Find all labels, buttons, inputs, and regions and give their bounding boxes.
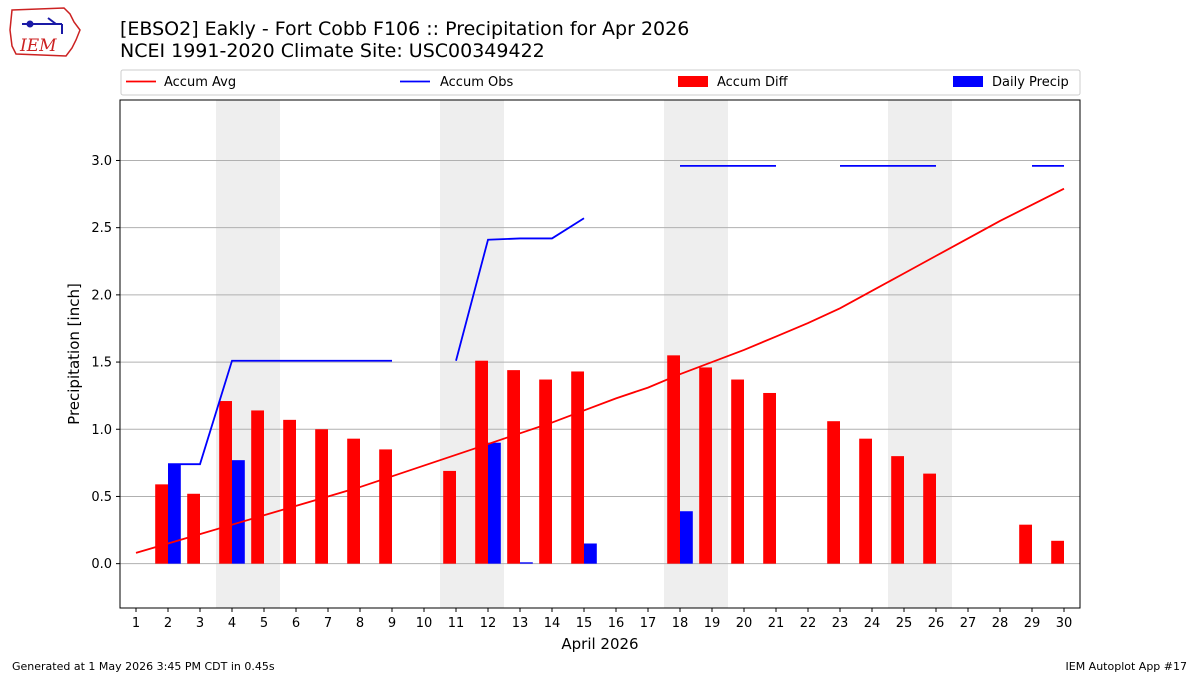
logo-text: IEM bbox=[19, 36, 57, 56]
xtick-label-17: 17 bbox=[640, 616, 657, 631]
accum-obs-line-segment-2 bbox=[455, 217, 585, 361]
xtick-label-21: 21 bbox=[768, 616, 785, 631]
legend-label-accum-avg: Accum Avg bbox=[164, 75, 236, 90]
daily-precip-bar-day-4 bbox=[232, 460, 245, 564]
xtick-label-3: 3 bbox=[196, 616, 204, 631]
xtick-label-5: 5 bbox=[260, 616, 268, 631]
weather-station-icon bbox=[22, 17, 63, 34]
accum-diff-bar-day-6 bbox=[283, 419, 296, 564]
accumulation-lines bbox=[135, 164, 1065, 554]
legend-swatch-daily-precip bbox=[953, 76, 983, 87]
accum-diff-bar-day-23 bbox=[827, 421, 840, 564]
legend-item-accum-diff: Accum Diff bbox=[678, 75, 789, 90]
xtick-label-24: 24 bbox=[864, 616, 881, 631]
accum-diff-bar-day-8 bbox=[347, 438, 360, 564]
legend-label-accum-diff: Accum Diff bbox=[717, 75, 789, 90]
accum-diff-bar-day-2 bbox=[155, 484, 168, 564]
xtick-label-6: 6 bbox=[292, 616, 300, 631]
legend: Accum Avg Accum Obs Accum Diff Daily Pre… bbox=[120, 69, 1081, 96]
plot-frame bbox=[119, 99, 1081, 609]
iowa-outline-icon bbox=[9, 7, 81, 57]
iem-logo: IEM bbox=[9, 7, 81, 57]
accum-diff-bar-day-11 bbox=[443, 470, 456, 564]
daily-precip-bar-day-18 bbox=[680, 511, 693, 564]
accum-diff-bar-day-29 bbox=[1019, 524, 1032, 564]
accum-diff-bar-day-5 bbox=[251, 410, 264, 564]
accum-diff-bars bbox=[155, 355, 1064, 564]
daily-precip-bar-day-15 bbox=[584, 543, 597, 564]
ytick-label-4: 2.0 bbox=[91, 288, 112, 303]
accum-diff-bar-day-25 bbox=[891, 456, 904, 564]
xtick-label-2: 2 bbox=[164, 616, 172, 631]
legend-frame bbox=[120, 69, 1081, 96]
xtick-label-29: 29 bbox=[1024, 616, 1041, 631]
xtick-label-20: 20 bbox=[736, 616, 753, 631]
legend-label-accum-obs: Accum Obs bbox=[440, 75, 513, 90]
xtick-label-26: 26 bbox=[928, 616, 945, 631]
legend-item-daily-precip: Daily Precip bbox=[953, 75, 1069, 90]
xtick-label-28: 28 bbox=[992, 616, 1009, 631]
footer-app: IEM Autoplot App #17 bbox=[1066, 660, 1188, 673]
xtick-label-1: 1 bbox=[132, 616, 140, 631]
legend-item-accum-avg: Accum Avg bbox=[126, 75, 236, 90]
daily-precip-bar-day-13 bbox=[520, 562, 533, 564]
xtick-label-22: 22 bbox=[800, 616, 817, 631]
accum-diff-bar-day-13 bbox=[507, 370, 520, 564]
chart-title: [EBSO2] Eakly - Fort Cobb F106 :: Precip… bbox=[120, 18, 689, 40]
accum-diff-bar-day-3 bbox=[187, 493, 200, 564]
xtick-label-30: 30 bbox=[1056, 616, 1073, 631]
accum-diff-bar-day-7 bbox=[315, 429, 328, 564]
daily-precip-bars bbox=[168, 442, 693, 564]
xtick-label-10: 10 bbox=[416, 616, 433, 631]
accum-avg-line bbox=[135, 187, 1065, 554]
accum-diff-bar-day-14 bbox=[539, 379, 552, 564]
xtick-label-8: 8 bbox=[356, 616, 364, 631]
footer-generated: Generated at 1 May 2026 3:45 PM CDT in 0… bbox=[12, 660, 275, 673]
xtick-label-13: 13 bbox=[512, 616, 529, 631]
xtick-label-7: 7 bbox=[324, 616, 332, 631]
xtick-label-12: 12 bbox=[480, 616, 497, 631]
xtick-label-18: 18 bbox=[672, 616, 689, 631]
x-axis-label: April 2026 bbox=[561, 635, 638, 653]
y-gridlines bbox=[120, 159, 1080, 565]
xtick-label-19: 19 bbox=[704, 616, 721, 631]
ytick-label-6: 3.0 bbox=[91, 154, 112, 169]
accum-diff-bar-day-15 bbox=[571, 371, 584, 564]
xtick-label-15: 15 bbox=[576, 616, 593, 631]
accum-diff-bar-day-19 bbox=[699, 367, 712, 564]
accum-diff-bar-day-26 bbox=[923, 473, 936, 564]
xtick-label-11: 11 bbox=[448, 616, 465, 631]
y-axis-label: Precipitation [inch] bbox=[65, 283, 83, 425]
ytick-label-0: 0.0 bbox=[91, 557, 112, 572]
xtick-label-14: 14 bbox=[544, 616, 561, 631]
accum-diff-bar-day-30 bbox=[1051, 540, 1064, 564]
ytick-label-5: 2.5 bbox=[91, 221, 112, 236]
accum-diff-bar-day-21 bbox=[763, 392, 776, 564]
daily-precip-bar-day-12 bbox=[488, 442, 501, 564]
daily-precip-bar-day-2 bbox=[168, 464, 181, 564]
xtick-label-16: 16 bbox=[608, 616, 625, 631]
accum-diff-bar-day-9 bbox=[379, 449, 392, 564]
xtick-label-27: 27 bbox=[960, 616, 977, 631]
xtick-label-23: 23 bbox=[832, 616, 849, 631]
accum-obs-line-segment-1 bbox=[168, 359, 392, 466]
accum-diff-bar-day-12 bbox=[475, 360, 488, 564]
xtick-label-4: 4 bbox=[228, 616, 236, 631]
y-axis-ticks: 0.0 0.5 1.0 1.5 2.0 2.5 3.0 bbox=[91, 154, 120, 572]
legend-item-accum-obs: Accum Obs bbox=[400, 75, 513, 90]
ytick-label-3: 1.5 bbox=[91, 356, 112, 371]
xtick-label-25: 25 bbox=[896, 616, 913, 631]
ytick-label-1: 0.5 bbox=[91, 490, 112, 505]
x-axis-ticks: 1 2 3 4 5 6 7 8 9 10 11 12 13 14 15 16 17 18 19 20 21 22 23 24 2… bbox=[132, 608, 1072, 631]
accum-diff-bar-day-4 bbox=[219, 401, 232, 564]
legend-label-daily-precip: Daily Precip bbox=[992, 75, 1069, 90]
chart-subtitle: NCEI 1991-2020 Climate Site: USC00349422 bbox=[120, 40, 545, 62]
ytick-label-2: 1.0 bbox=[91, 423, 112, 438]
accum-diff-bar-day-24 bbox=[859, 438, 872, 564]
legend-swatch-accum-diff bbox=[678, 76, 708, 87]
xtick-label-9: 9 bbox=[388, 616, 396, 631]
accum-diff-bar-day-20 bbox=[731, 379, 744, 564]
accum-diff-bar-day-18 bbox=[667, 355, 680, 564]
